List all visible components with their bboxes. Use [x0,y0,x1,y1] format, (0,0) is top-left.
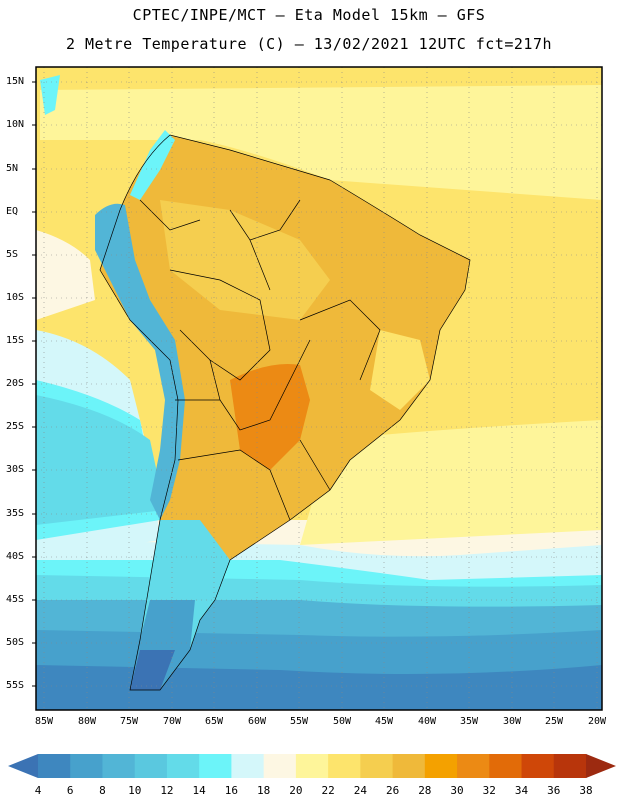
tick-marks [32,81,36,687]
lon-label: 65W [204,716,224,727]
colorbar-label: 24 [353,784,367,797]
pacific-colder [36,395,165,525]
andes-cold-band [95,203,185,520]
country-borders [99,134,471,691]
lat-label: 45S [6,594,25,605]
colorbar-label: 6 [66,784,74,797]
colorbar-swatch [166,754,200,778]
pacific-north-cool [36,230,95,320]
colorbar-swatch [102,754,136,778]
colorbar-label: 30 [450,784,464,797]
lon-label: 85W [34,716,54,727]
colorbar-swatch [70,754,103,778]
colorbar-label: 18 [257,784,271,797]
lat-label: 5S [6,249,19,260]
colorbar-label: 26 [385,784,400,797]
colorbar-swatch [521,754,555,778]
lon-label: 20W [587,716,607,727]
lon-label: 40W [417,716,437,727]
colorbar-swatch [263,754,297,778]
lat-label: 35S [6,508,25,519]
colorbar-label: 28 [418,784,432,797]
colorbar-label: 32 [482,784,496,797]
lon-label: 50W [332,716,352,727]
lon-label: 75W [119,716,139,727]
lon-label: 60W [247,716,267,727]
colorbar-label: 34 [514,784,529,797]
lat-label: 15S [6,335,25,346]
lon-label: 70W [162,716,182,727]
colorbar-arrow-right [586,754,616,778]
title-line-1: CPTEC/INPE/MCT – Eta Model 15km – GFS [132,6,486,24]
map-frame [35,66,603,711]
colorbar [8,754,616,778]
land-hot-core [230,364,310,470]
lat-label: 25S [6,421,25,432]
colorbar-swatch [134,754,168,778]
colorbar-swatch [457,754,490,778]
colorbar-arrow-left [8,754,38,778]
northern-andes [130,130,175,200]
lon-label: 45W [374,716,394,727]
lat-label: 50S [6,637,25,648]
amazon-zone [160,200,330,320]
colorbar-swatch [38,754,71,778]
lat-label: 20S [6,378,25,389]
lon-label: 80W [77,716,97,727]
tierra-del-fuego-cold [130,650,175,690]
southeast-zone [370,330,430,410]
colorbar-swatch [360,754,394,778]
colorbar-swatch [328,754,361,778]
lat-label: 30S [6,464,25,475]
colorbar-label: 22 [321,784,335,797]
colorbar-swatch [295,754,329,778]
colorbar-swatch [424,754,458,778]
colorbar-label: 16 [224,784,239,797]
colorbar-label: 8 [99,784,106,797]
lat-label: 55S [6,680,25,691]
colorbar-label: 10 [128,784,142,797]
lat-label: 40S [6,551,25,562]
colorbar-swatch [231,754,265,778]
colorbar-swatch [489,754,523,778]
central-america-highlands [40,75,60,115]
colorbar-swatch [199,754,232,778]
lat-label: 10N [6,119,25,130]
colorbar-swatch [392,754,426,778]
lon-label: 25W [544,716,564,727]
colorbar-label: 36 [547,784,561,797]
map-field [36,67,602,710]
lon-label: 55W [289,716,309,727]
ocean-band-6 [36,665,602,710]
colorbar-label: 20 [289,784,303,797]
caribbean-mild [40,85,602,200]
colorbar-label: 38 [579,784,593,797]
lat-label: EQ [6,206,19,217]
colorbar-label: 14 [192,784,206,797]
lat-label: 10S [6,292,25,303]
colorbar-swatch [553,754,587,778]
graticule [36,67,602,710]
lon-label: 35W [459,716,479,727]
title-line-2: 2 Metre Temperature (C) – 13/02/2021 12U… [65,35,553,53]
lat-label: 5N [6,163,19,174]
lon-label: 30W [502,716,522,727]
lat-label: 15N [6,76,25,87]
colorbar-label: 12 [160,784,174,797]
colorbar-label: 4 [34,784,42,797]
